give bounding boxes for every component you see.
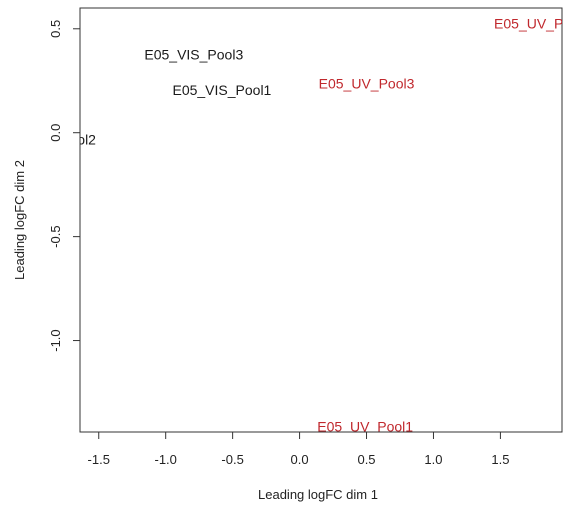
point-label-e05-uv-pool2: E05_UV_Pool2 (494, 15, 578, 31)
x-axis: -1.5 -1.0 -0.5 0.0 0.5 1.0 1.5 (88, 431, 509, 467)
x-tick-label: 1.5 (491, 452, 509, 467)
y-tick-label: 0.5 (48, 20, 63, 38)
point-label-e05-uv-pool3: E05_UV_Pool3 (319, 76, 415, 92)
point-labels: E05_VIS_Pool3 E05_VIS_Pool1 E05_VIS_Pool2 E… (0, 15, 578, 435)
y-axis: -1.0 -0.5 0.0 0.5 (48, 20, 81, 352)
y-tick-label: 0.0 (48, 124, 63, 142)
y-tick-label: -1.0 (48, 329, 63, 351)
point-label-e05-uv-pool1: E05_UV_Pool1 (317, 419, 413, 435)
x-axis-title: Leading logFC dim 1 (258, 487, 378, 502)
x-tick-label: -1.0 (154, 452, 176, 467)
y-tick-label: -0.5 (48, 225, 63, 247)
plot-frame (79, 7, 563, 433)
x-tick-label: 1.0 (424, 452, 442, 467)
point-label-e05-vis-pool3: E05_VIS_Pool3 (144, 47, 243, 63)
x-tick-label: 0.5 (357, 452, 375, 467)
x-tick-label: -1.5 (88, 452, 110, 467)
x-tick-label: -0.5 (221, 452, 243, 467)
x-tick-label: 0.0 (291, 452, 309, 467)
y-axis-title: Leading logFC dim 2 (12, 160, 27, 280)
point-label-e05-vis-pool1: E05_VIS_Pool1 (172, 82, 271, 98)
point-label-e05-vis-pool2: E05_VIS_Pool2 (0, 132, 96, 148)
